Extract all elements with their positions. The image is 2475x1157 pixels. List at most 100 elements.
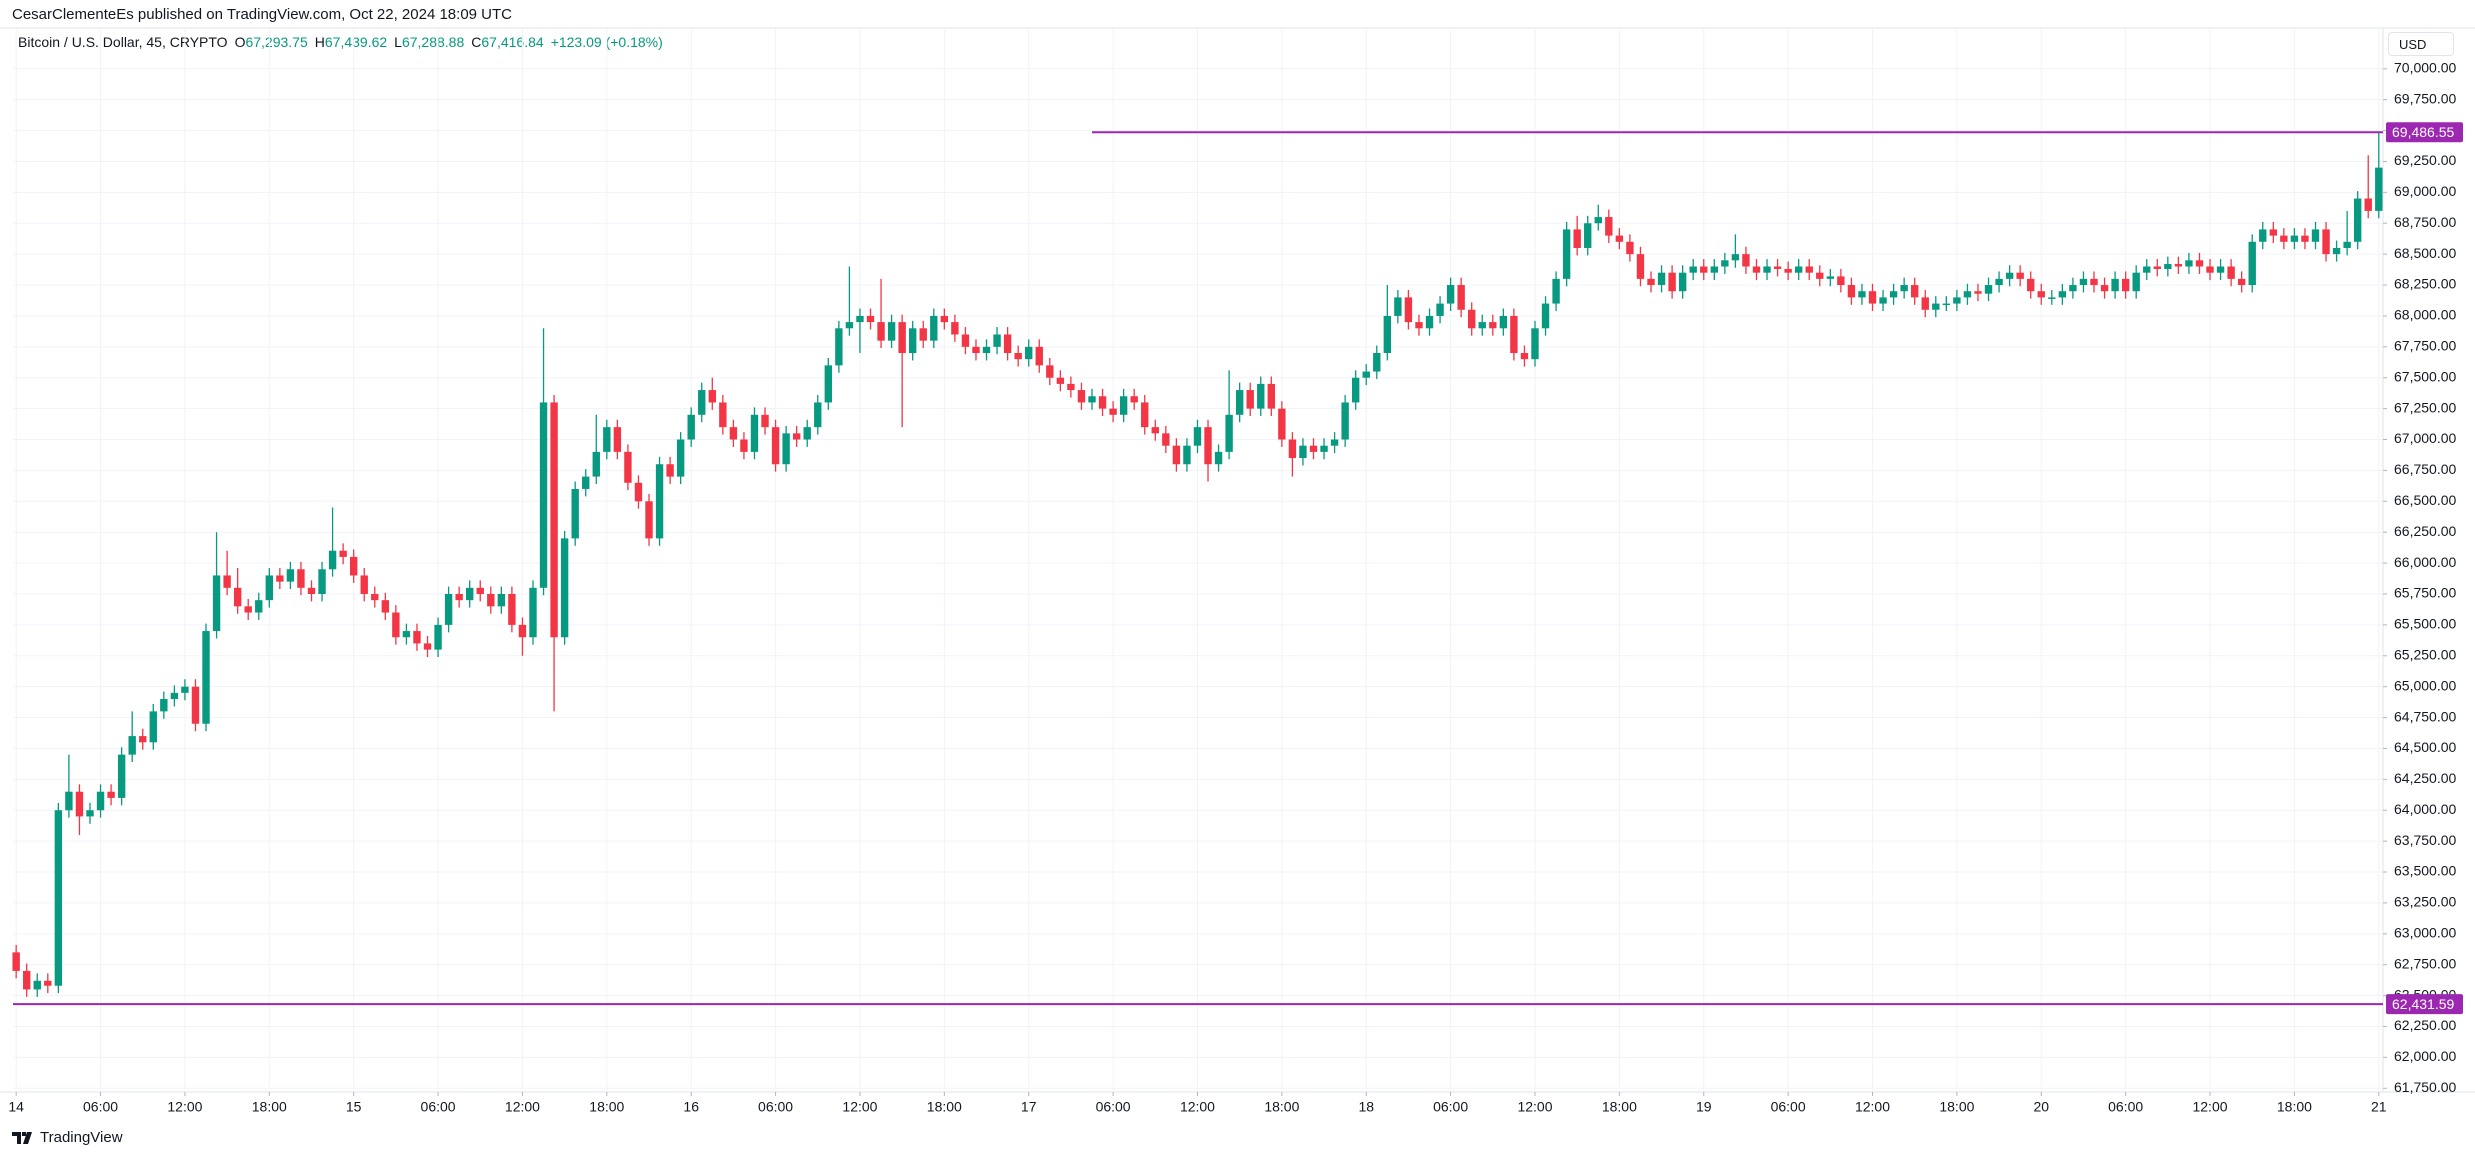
candle-body (33, 980, 41, 990)
x-tick-label: 06:00 (1433, 1099, 1468, 1115)
candle-body (1151, 427, 1159, 434)
x-tick-label: 12:00 (1517, 1099, 1552, 1115)
candle-body (1341, 402, 1349, 440)
candle-body (961, 334, 970, 347)
publisher-text: CesarClementeEs published on TradingView… (12, 6, 512, 23)
x-tick-label: 18:00 (252, 1099, 287, 1115)
candle-body (1605, 217, 1613, 236)
y-tick-label: 61,750.00 (2394, 1079, 2456, 1095)
candle-body (1478, 322, 1486, 329)
candle-body (803, 427, 811, 440)
legend-item: C67,416.84 (471, 34, 543, 50)
candle-body (582, 476, 590, 489)
candle-body (1214, 451, 1223, 465)
candle-body (518, 624, 527, 638)
y-tick-label: 68,250.00 (2394, 276, 2456, 292)
candle-body (1858, 291, 1866, 298)
candle-body (23, 970, 31, 990)
candle-body (539, 402, 548, 588)
candle-body (2037, 291, 2045, 298)
candle-body (2364, 198, 2372, 211)
candle-body (434, 624, 442, 650)
candle-body (550, 402, 558, 638)
y-tick-label: 65,250.00 (2394, 646, 2456, 662)
candle-body (1088, 396, 1096, 403)
candle-body (993, 334, 1001, 347)
candle-body (1246, 390, 1254, 409)
legend-prefix: L (394, 34, 402, 50)
y-tick-label: 63,250.00 (2394, 894, 2456, 910)
candle-body (1552, 278, 1560, 304)
candle-body (1531, 328, 1539, 360)
y-tick-label: 62,750.00 (2394, 955, 2456, 971)
grid (13, 28, 2383, 1092)
candle-body (666, 464, 674, 477)
y-tick-label: 68,750.00 (2394, 214, 2456, 230)
candle-body (1299, 445, 1307, 459)
candle-body (1657, 272, 1666, 286)
candle-body (1984, 285, 1993, 294)
legend-value: 67,416.84 (481, 34, 544, 50)
x-tick-label: 06:00 (758, 1099, 793, 1115)
candle-body (1098, 396, 1107, 409)
candle-body (866, 315, 875, 323)
candle-body (940, 315, 949, 323)
candle-body (75, 791, 84, 817)
candle-body (719, 402, 727, 428)
candle-body (1278, 408, 1286, 440)
candle-body (592, 451, 600, 477)
candle-body (740, 439, 748, 452)
candle-body (117, 754, 126, 798)
y-tick-label: 64,750.00 (2394, 708, 2456, 724)
candle-body (1046, 365, 1054, 378)
candle-body (212, 575, 221, 632)
y-tick-label: 63,750.00 (2394, 832, 2456, 848)
candle-body (1826, 276, 1835, 279)
candle-body (2259, 229, 2267, 242)
candle-body (1953, 297, 1961, 304)
candle-body (2353, 198, 2362, 242)
candle-body (1162, 433, 1170, 446)
candle-body (1932, 303, 1940, 310)
y-tick-label: 68,500.00 (2394, 245, 2456, 261)
x-tick-label: 18:00 (1939, 1099, 1974, 1115)
candle-body (107, 791, 115, 798)
candle-body (1077, 390, 1086, 403)
currency-button[interactable]: USD (2388, 32, 2454, 56)
y-tick-label: 67,500.00 (2394, 368, 2456, 384)
x-tick-label: 20 (2033, 1099, 2049, 1115)
candle-body (1067, 383, 1075, 391)
y-tick-label: 69,000.00 (2394, 183, 2456, 199)
y-tick-label: 63,000.00 (2394, 925, 2456, 941)
candle-body (487, 593, 495, 607)
candle-body (2132, 272, 2140, 292)
x-tick-label: 17 (1021, 1099, 1037, 1115)
candle-body (1700, 266, 1708, 273)
x-tick-label: 18:00 (1264, 1099, 1299, 1115)
candle-body (909, 328, 917, 354)
candle-body (2322, 229, 2330, 255)
candle-body (792, 433, 801, 440)
candle-body (698, 390, 706, 415)
y-tick-label: 66,000.00 (2394, 554, 2456, 570)
candle-body (2216, 266, 2225, 273)
candle-body (1119, 396, 1128, 415)
x-tick-label: 14 (8, 1099, 24, 1115)
candle-body (1794, 266, 1803, 273)
candle-body (2121, 278, 2130, 292)
candle-body (1763, 266, 1771, 273)
candle-body (86, 810, 94, 817)
candle-body (160, 699, 168, 712)
candle-body (2048, 297, 2056, 299)
candle-body (2290, 235, 2299, 242)
candle-body (2058, 291, 2067, 298)
candle-body (1816, 272, 1824, 279)
candle-body (2100, 285, 2109, 292)
legend-value: 67,288.88 (401, 34, 465, 50)
legend-prefix: C (471, 34, 482, 50)
candle-body (1921, 297, 1929, 310)
candle-body (1900, 285, 1908, 292)
candle-body (1689, 266, 1697, 273)
candle-body (339, 550, 347, 557)
